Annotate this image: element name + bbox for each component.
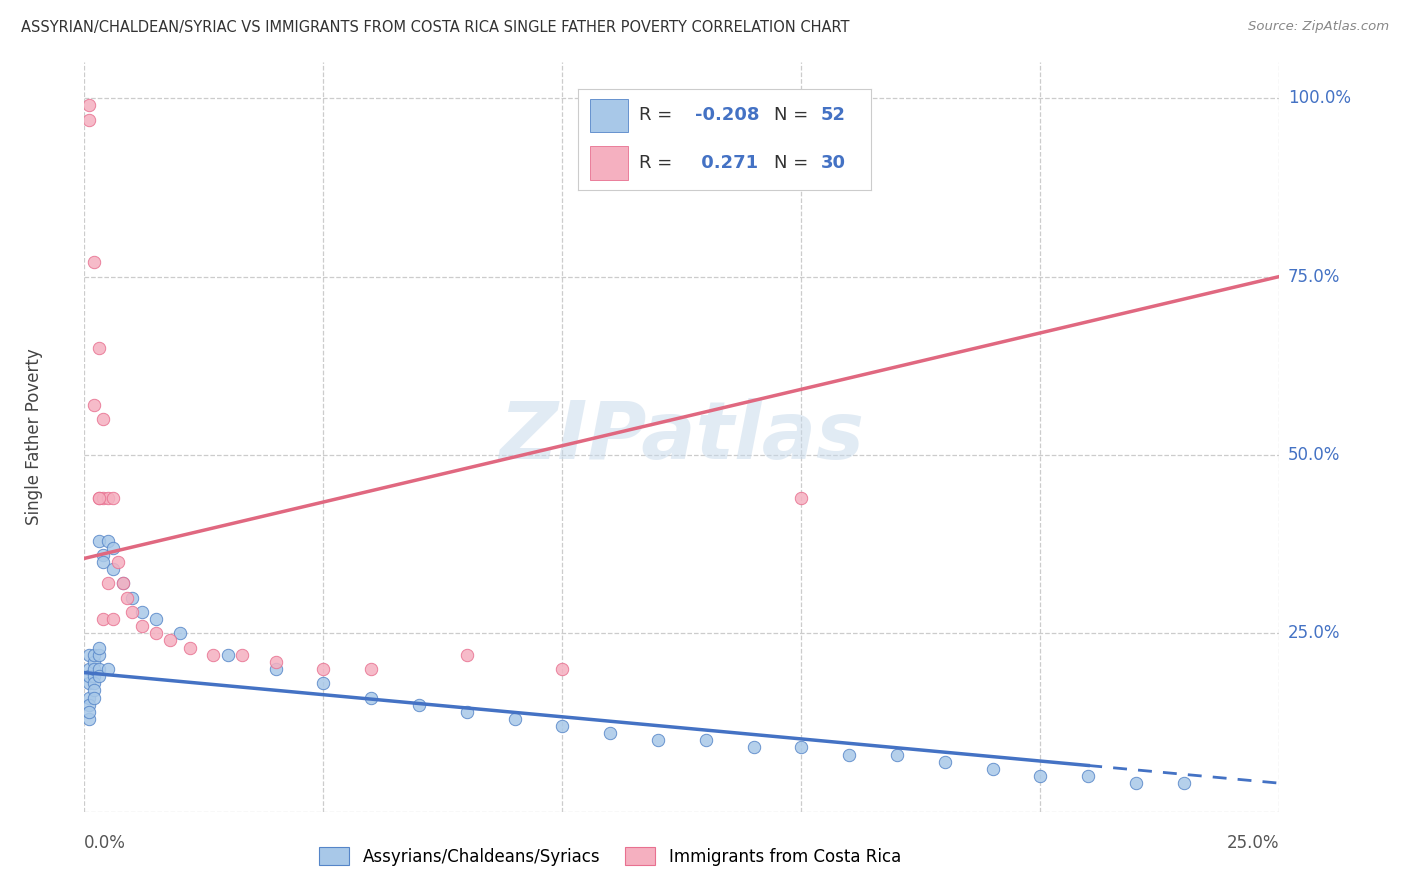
Point: [77, 648, 100, 662]
Point: [87, 533, 110, 548]
Point: [790, 491, 813, 505]
Point: [551, 662, 574, 676]
Point: [83, 683, 105, 698]
Point: [647, 733, 669, 747]
Point: [93, 491, 115, 505]
Point: [360, 662, 382, 676]
Point: [1125, 776, 1147, 790]
Point: [695, 733, 717, 747]
Point: [1029, 769, 1052, 783]
Point: [83, 662, 105, 676]
Point: [121, 591, 143, 605]
Point: [231, 648, 253, 662]
Point: [456, 648, 478, 662]
Point: [101, 562, 124, 576]
Point: [131, 605, 153, 619]
Point: [264, 655, 287, 669]
Point: [742, 740, 765, 755]
Text: ASSYRIAN/CHALDEAN/SYRIAC VS IMMIGRANTS FROM COSTA RICA SINGLE FATHER POVERTY COR: ASSYRIAN/CHALDEAN/SYRIAC VS IMMIGRANTS F…: [21, 20, 849, 35]
Point: [934, 755, 956, 769]
Point: [87, 669, 110, 683]
Point: [131, 619, 153, 633]
Text: 25.0%: 25.0%: [1227, 834, 1279, 852]
Point: [87, 491, 110, 505]
Point: [503, 712, 526, 726]
Text: Single Father Poverty: Single Father Poverty: [25, 349, 44, 525]
Point: [838, 747, 860, 762]
Point: [312, 676, 335, 690]
Point: [77, 662, 100, 676]
Point: [111, 576, 134, 591]
Point: [97, 662, 120, 676]
Point: [456, 705, 478, 719]
Point: [83, 398, 105, 412]
Point: [1077, 769, 1099, 783]
Point: [87, 341, 110, 355]
Point: [77, 690, 100, 705]
Point: [121, 605, 143, 619]
Point: [101, 612, 124, 626]
Legend: Assyrians/Chaldeans/Syriacs, Immigrants from Costa Rica: Assyrians/Chaldeans/Syriacs, Immigrants …: [312, 840, 908, 872]
Point: [1173, 776, 1195, 790]
Point: [87, 648, 110, 662]
Point: [202, 648, 225, 662]
Point: [87, 662, 110, 676]
Point: [408, 698, 430, 712]
Point: [77, 98, 100, 112]
Point: [93, 548, 115, 562]
Point: [886, 747, 908, 762]
Point: [179, 640, 201, 655]
Point: [981, 762, 1004, 776]
Point: [312, 662, 335, 676]
Point: [145, 612, 167, 626]
Text: 100.0%: 100.0%: [1288, 89, 1351, 107]
Point: [77, 112, 100, 127]
Text: 50.0%: 50.0%: [1288, 446, 1340, 464]
Point: [87, 491, 110, 505]
Point: [551, 719, 574, 733]
Text: 25.0%: 25.0%: [1288, 624, 1340, 642]
Point: [83, 669, 105, 683]
Point: [101, 541, 124, 555]
Point: [97, 491, 120, 505]
Point: [97, 533, 120, 548]
Point: [77, 698, 100, 712]
Point: [159, 633, 181, 648]
Point: [83, 255, 105, 269]
Point: [101, 491, 124, 505]
Point: [77, 669, 100, 683]
Point: [83, 676, 105, 690]
Point: [360, 690, 382, 705]
Point: [83, 690, 105, 705]
Point: [169, 626, 191, 640]
Text: 75.0%: 75.0%: [1288, 268, 1340, 285]
Point: [145, 626, 167, 640]
Text: 0.0%: 0.0%: [84, 834, 127, 852]
Point: [83, 648, 105, 662]
Point: [217, 648, 239, 662]
Point: [87, 640, 110, 655]
Point: [93, 612, 115, 626]
Text: ZIPatlas: ZIPatlas: [499, 398, 865, 476]
Point: [93, 412, 115, 426]
Point: [93, 555, 115, 569]
Point: [117, 591, 139, 605]
Point: [111, 576, 134, 591]
Point: [107, 555, 129, 569]
Point: [97, 576, 120, 591]
Point: [77, 712, 100, 726]
Point: [790, 740, 813, 755]
Point: [77, 705, 100, 719]
Text: Source: ZipAtlas.com: Source: ZipAtlas.com: [1249, 20, 1389, 33]
Point: [264, 662, 287, 676]
Point: [599, 726, 621, 740]
Point: [83, 655, 105, 669]
Point: [77, 676, 100, 690]
